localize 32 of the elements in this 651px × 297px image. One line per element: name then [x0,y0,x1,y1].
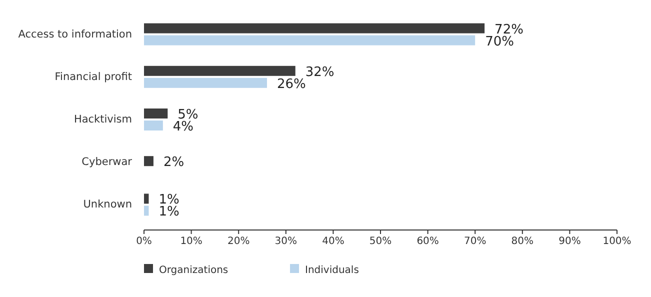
data-label: 1% [158,204,180,220]
x-tick-label: 30% [274,236,298,248]
x-tick-label: 10% [180,236,202,248]
bar [144,206,149,216]
bar [144,194,149,204]
bar [144,78,267,88]
y-tick-label: Financial profit [54,70,132,83]
bar [144,66,296,76]
x-tick-label: 100% [602,236,632,248]
data-label: 2% [163,155,184,170]
data-label: 70% [485,34,514,50]
bar [144,35,476,46]
y-tick-label: Access to information [18,28,132,40]
x-tick-label: 80% [511,236,534,248]
x-tick-label: 40% [322,236,344,248]
y-tick-label: Cyberwar [82,156,133,168]
x-tick-label: 0% [136,236,152,248]
data-label: 4% [172,120,194,134]
y-tick-label: Hacktivism [74,114,132,126]
bar [144,120,163,130]
bar [144,23,485,34]
y-tick-label: Unknown [83,198,132,211]
legend-label: Organizations [159,265,228,276]
x-tick-label: 60% [416,236,439,248]
x-tick-label: 90% [558,236,581,248]
data-label: 26% [276,76,306,92]
data-label: 32% [305,64,334,80]
legend-label: Individuals [305,265,359,276]
x-tick-label: 50% [369,236,392,248]
x-tick-label: 70% [464,236,486,248]
x-tick-label: 20% [227,236,250,248]
bar [144,108,168,118]
